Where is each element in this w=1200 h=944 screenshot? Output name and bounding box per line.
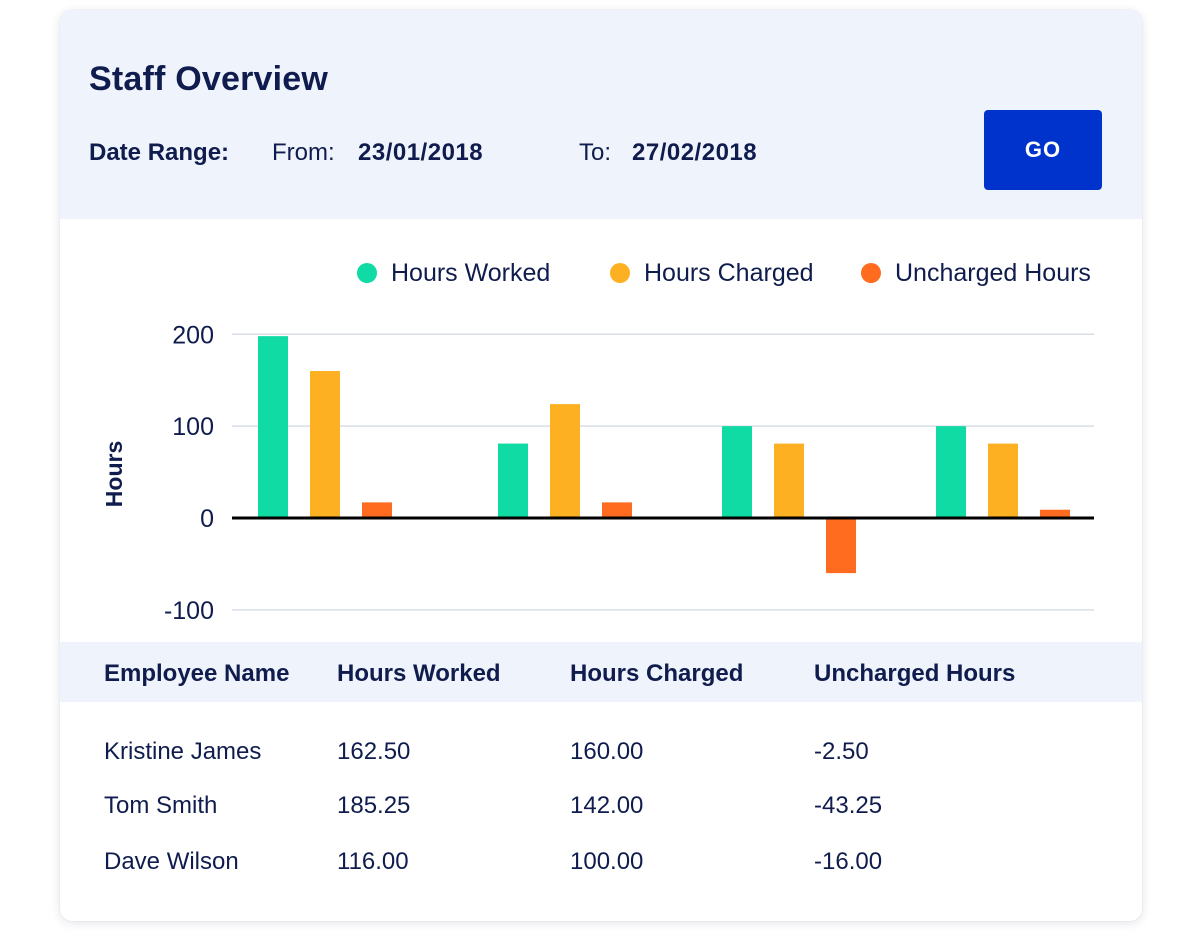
- legend-item-hours-worked[interactable]: Hours Worked: [357, 258, 550, 288]
- hours-charged-cell: 100.00: [570, 848, 644, 875]
- bar-uncharged-hours[interactable]: [362, 502, 392, 518]
- employee-name-cell: Dave Wilson: [104, 848, 239, 875]
- legend-label: Hours Charged: [644, 258, 814, 287]
- column-header-uncharged-hours[interactable]: Uncharged Hours: [814, 660, 1016, 687]
- page-title: Staff Overview: [89, 60, 329, 98]
- y-tick-label: 0: [200, 505, 214, 533]
- header-panel: Staff Overview Date Range: From: 23/01/2…: [60, 10, 1142, 219]
- y-tick-label: 100: [172, 413, 214, 441]
- to-date-field[interactable]: 27/02/2018: [632, 139, 758, 166]
- hours-worked-cell: 116.00: [337, 848, 409, 875]
- bar-hours-worked[interactable]: [936, 426, 966, 518]
- table-row[interactable]: Dave Wilson 116.00 100.00 -16.00: [60, 842, 1142, 882]
- bar-hours-worked[interactable]: [258, 336, 288, 518]
- table-row[interactable]: Kristine James 162.50 160.00 -2.50: [60, 732, 1142, 772]
- bar-hours-charged[interactable]: [550, 404, 580, 518]
- column-header-hours-worked[interactable]: Hours Worked: [337, 660, 501, 687]
- hours-charged-cell: 142.00: [570, 792, 644, 819]
- bar-hours-charged[interactable]: [988, 443, 1018, 518]
- bar-uncharged-hours[interactable]: [826, 518, 856, 574]
- y-tick-label: 200: [172, 321, 214, 349]
- hours-charged-cell: 160.00: [570, 738, 644, 765]
- date-range-label: Date Range:: [89, 139, 230, 166]
- hours-worked-cell: 162.50: [337, 738, 411, 765]
- legend-dot-icon: [861, 263, 881, 283]
- hours-worked-cell: 185.25: [337, 792, 411, 819]
- column-header-hours-charged[interactable]: Hours Charged: [570, 660, 744, 687]
- bar-hours-charged[interactable]: [774, 443, 804, 518]
- table-row[interactable]: Tom Smith 185.25 142.00 -43.25: [60, 786, 1142, 826]
- legend-dot-icon: [357, 263, 377, 283]
- bar-uncharged-hours[interactable]: [1040, 509, 1070, 518]
- go-button[interactable]: GO: [984, 110, 1102, 190]
- y-axis-label: Hours: [101, 441, 127, 507]
- staff-overview-card: Staff Overview Date Range: From: 23/01/2…: [60, 10, 1142, 921]
- to-label: To:: [579, 139, 612, 166]
- y-tick-label: -100: [164, 597, 214, 625]
- legend-item-uncharged-hours[interactable]: Uncharged Hours: [861, 258, 1091, 288]
- uncharged-hours-cell: -16.00: [814, 848, 883, 875]
- bar-hours-charged[interactable]: [310, 371, 340, 518]
- from-label: From:: [272, 139, 335, 166]
- legend-dot-icon: [610, 263, 630, 283]
- legend-label: Hours Worked: [391, 258, 551, 287]
- employee-name-cell: Tom Smith: [104, 792, 218, 819]
- bar-hours-worked[interactable]: [722, 426, 752, 518]
- legend-item-hours-charged[interactable]: Hours Charged: [610, 258, 814, 288]
- bar-chart: 200 100 0 -100 Hours: [101, 321, 1094, 625]
- table-header: Employee Name Hours Worked Hours Charged…: [60, 642, 1142, 702]
- bar-hours-worked[interactable]: [498, 443, 528, 518]
- uncharged-hours-cell: -43.25: [814, 792, 883, 819]
- uncharged-hours-cell: -2.50: [814, 738, 869, 765]
- column-header-employee-name[interactable]: Employee Name: [104, 660, 290, 687]
- employee-name-cell: Kristine James: [104, 738, 262, 765]
- legend-label: Uncharged Hours: [895, 258, 1091, 287]
- bar-uncharged-hours[interactable]: [602, 502, 632, 518]
- from-date-field[interactable]: 23/01/2018: [358, 139, 484, 166]
